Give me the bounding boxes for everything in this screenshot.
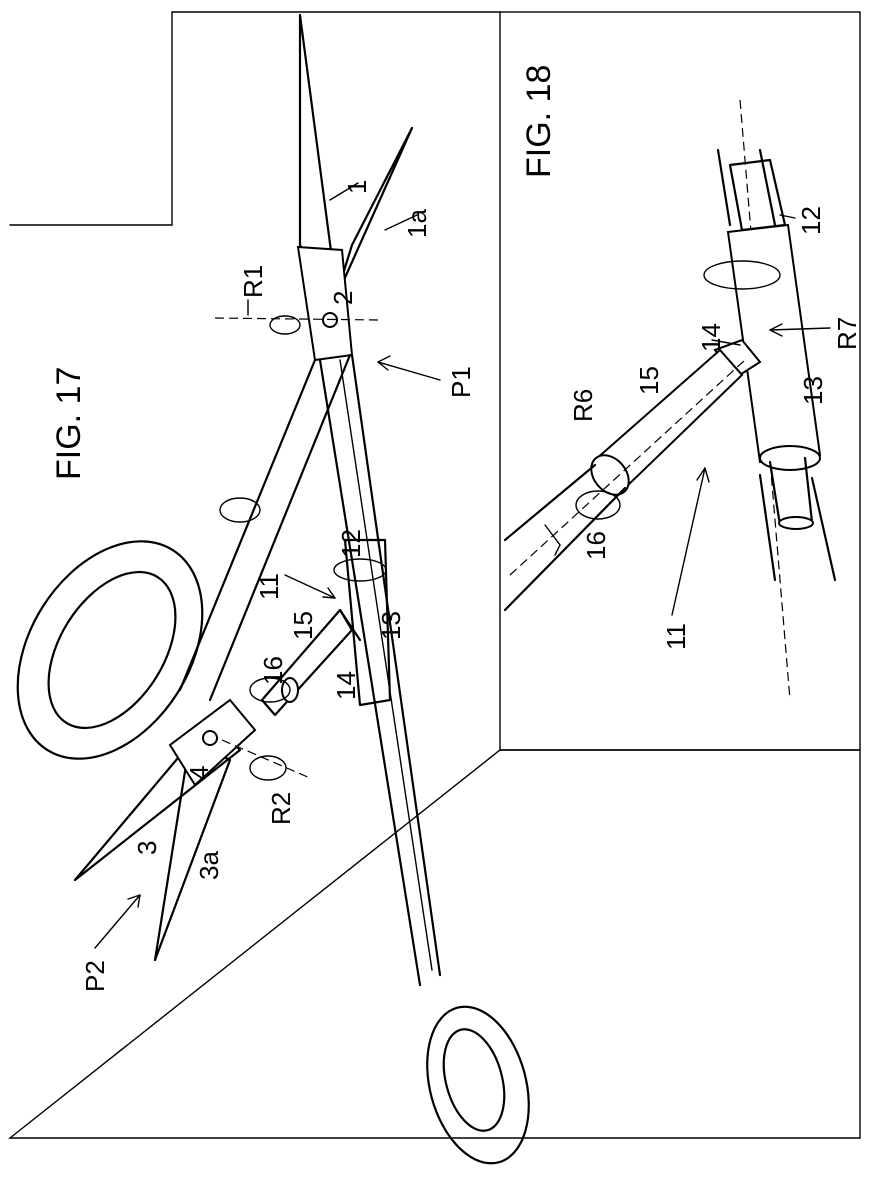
fig18-label-16: 16 [581, 531, 611, 560]
label-13: 13 [376, 611, 406, 640]
fig18-labels: FIG. 18 12 14 R7 15 R6 13 16 11 [520, 65, 862, 650]
label-3a: 3a [194, 851, 224, 880]
finger-ring-lower-inner [433, 1023, 514, 1138]
label-p2: P2 [80, 960, 110, 992]
arm-p1 [320, 355, 440, 985]
label-r2: R2 [266, 792, 296, 825]
label-12: 12 [336, 529, 366, 558]
fig18-joint [505, 100, 835, 700]
label-4: 4 [184, 766, 214, 780]
fig18-rod-left-step [545, 525, 560, 555]
blade-1a [335, 128, 412, 300]
fig18-label-r6: R6 [568, 389, 598, 422]
arm-upper [180, 355, 350, 700]
fig18-cylinder-13-end [760, 446, 820, 470]
label-p1: P1 [446, 366, 476, 398]
fig17-labels: FIG. 17 1 1a 2 R1 P1 12 11 15 13 16 14 4… [50, 180, 476, 992]
fig18-label-15: 15 [634, 366, 664, 395]
arrow-p2 [95, 895, 140, 948]
label-11: 11 [254, 573, 284, 600]
label-1a: 1a [402, 209, 432, 238]
label-15: 15 [288, 611, 318, 640]
fig18-label-14: 14 [696, 323, 726, 352]
fig18-label-13: 13 [798, 376, 828, 405]
label-2: 2 [328, 291, 358, 305]
fig17-title: FIG. 17 [50, 367, 88, 480]
fig18-arrow-11 [672, 468, 705, 615]
label-1: 1 [342, 180, 372, 194]
label-14: 14 [331, 671, 361, 700]
arrow-11 [285, 575, 335, 598]
label-r1: R1 [238, 265, 268, 298]
pivot-4-screw [203, 731, 217, 745]
arrow-p1 [378, 362, 440, 380]
fig18-title: FIG. 18 [520, 65, 558, 178]
arm-p1-inner [340, 360, 432, 970]
link-14 [340, 610, 360, 640]
axis-r2 [222, 740, 310, 778]
fig18-axis-15 [510, 360, 745, 575]
fig18-rod-bottom-end [779, 517, 813, 529]
arrow-p1-head [378, 356, 390, 370]
fig18-label-r7: R7 [832, 317, 862, 350]
fig18-label-12: 12 [796, 206, 826, 235]
finger-ring-upper-inner [22, 550, 201, 751]
label-3: 3 [132, 841, 162, 855]
fig18-rod-12 [730, 160, 785, 230]
finger-ring-lower-outer [411, 995, 545, 1172]
label-16: 16 [258, 656, 288, 685]
fig18-label-11: 11 [661, 623, 691, 650]
rotation-arrow-12 [334, 559, 386, 581]
